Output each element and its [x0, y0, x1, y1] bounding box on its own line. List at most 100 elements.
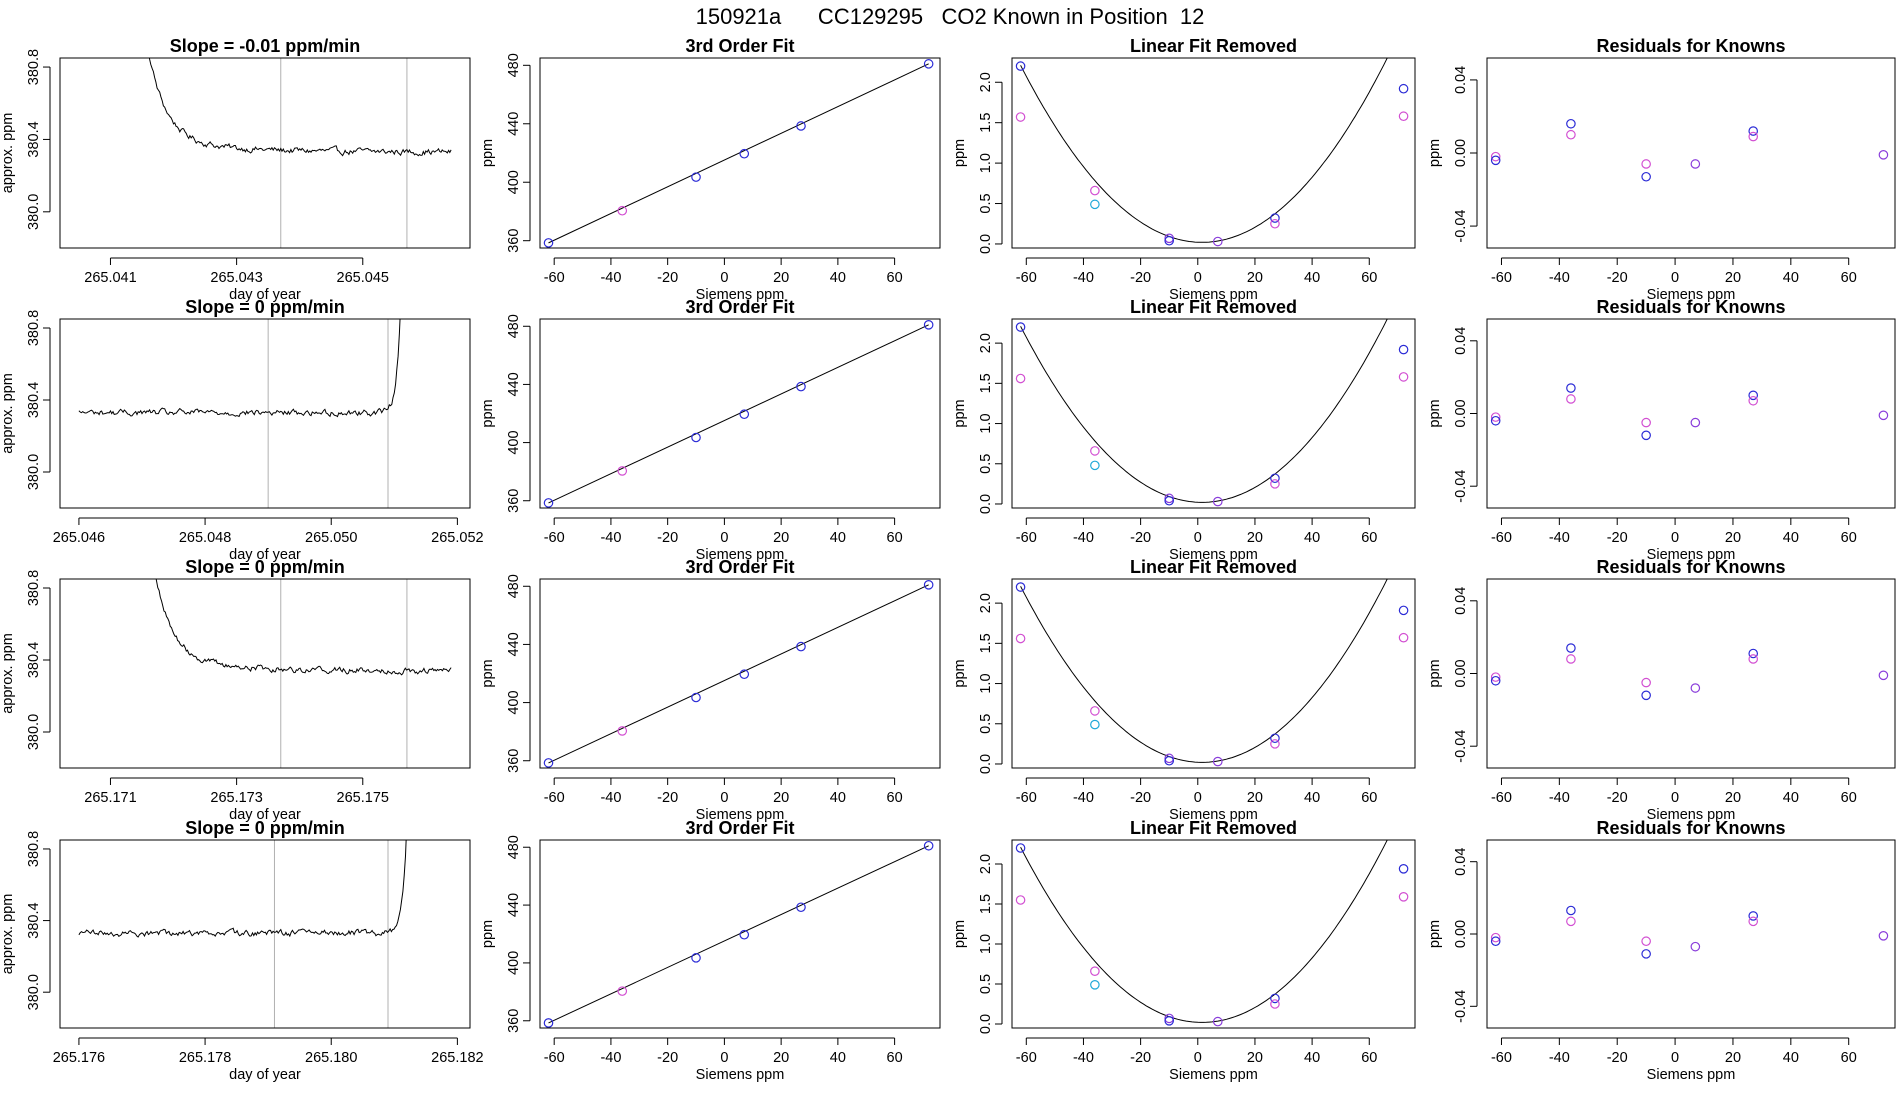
y-tick-label: 360 — [506, 1009, 522, 1033]
x-tick-label: 265.182 — [431, 1050, 483, 1066]
x-tick-label: 20 — [1247, 530, 1263, 546]
x-tick-label: 60 — [1361, 270, 1377, 286]
plot-frame — [1011, 839, 1416, 1029]
y-axis-label: ppm — [952, 920, 968, 948]
x-tick-label: 40 — [1304, 270, 1320, 286]
data-point — [1090, 460, 1100, 471]
data-point — [1566, 643, 1576, 653]
data-point — [1212, 756, 1223, 767]
x-tick-label: -60 — [1016, 270, 1037, 286]
x-axis-label: Siemens ppm — [696, 807, 785, 823]
x-tick-label: 60 — [1841, 530, 1857, 546]
y-axis-label: ppm — [952, 659, 968, 687]
x-axis-label: Siemens ppm — [1647, 547, 1736, 563]
data-point — [617, 726, 628, 736]
y-axis-label: ppm — [480, 659, 496, 687]
y-tick-label: 1.5 — [978, 113, 994, 133]
plot-frame — [539, 318, 941, 509]
plot-area — [1015, 58, 1409, 247]
data-point — [923, 580, 934, 590]
data-point — [1398, 605, 1409, 616]
panel-title: Residuals for Knowns — [1596, 297, 1785, 317]
data-point — [1490, 151, 1501, 162]
data-point — [1690, 417, 1701, 428]
plot-frame — [1486, 57, 1896, 249]
panel-14: 3rd Order Fit -60 -40 -20 0 20 40 60 Siemens ppm… — [480, 818, 941, 1083]
x-axis-label: day of year — [229, 287, 301, 303]
data-point — [1398, 344, 1409, 355]
x-tick-label: -20 — [1130, 530, 1151, 546]
data-point — [1270, 218, 1280, 229]
plot-area — [1490, 905, 1889, 959]
y-tick-label: 0.0 — [978, 754, 994, 774]
data-trace — [148, 58, 452, 157]
x-tick-label: 20 — [1247, 270, 1263, 286]
data-point — [691, 432, 701, 443]
data-point — [1641, 159, 1651, 169]
x-tick-label: 60 — [1361, 790, 1377, 806]
data-point — [1270, 999, 1280, 1009]
x-tick-label: 0 — [1671, 530, 1679, 546]
plot-frame — [539, 578, 941, 769]
x-tick-label: -40 — [1073, 790, 1094, 806]
data-point — [1015, 582, 1026, 592]
y-tick-label: 0.04 — [1453, 66, 1469, 94]
data-point — [923, 840, 934, 851]
y-tick-label: 2.0 — [978, 593, 994, 613]
y-tick-label: 380.4 — [26, 382, 42, 418]
x-tick-label: -20 — [1130, 790, 1151, 806]
x-tick-label: 20 — [1247, 1050, 1263, 1066]
data-point — [739, 409, 750, 420]
panel-title: Slope = 0 ppm/min — [185, 297, 345, 317]
data-point — [1015, 895, 1026, 905]
data-point — [691, 172, 701, 182]
plot-area — [78, 840, 407, 1028]
data-point — [1641, 690, 1651, 701]
y-tick-label: 480 — [506, 574, 522, 598]
x-tick-label: 40 — [1304, 790, 1320, 806]
plot-area — [1015, 579, 1409, 767]
data-point — [739, 929, 750, 940]
data-point — [1748, 131, 1759, 142]
x-tick-label: 0 — [1671, 1050, 1679, 1066]
x-tick-label: 20 — [773, 1050, 789, 1066]
x-tick-label: 40 — [1304, 1050, 1320, 1066]
x-tick-label: -20 — [1607, 270, 1628, 286]
x-axis-label: Siemens ppm — [1169, 807, 1258, 823]
data-point — [1748, 911, 1759, 921]
data-point — [1398, 863, 1409, 874]
page-title: 150921a CC129295 CO2 Known in Position 1… — [695, 4, 1205, 29]
x-tick-label: -40 — [1073, 530, 1094, 546]
data-point — [1015, 61, 1026, 71]
x-tick-label: -20 — [657, 790, 678, 806]
y-axis-label: approx. ppm — [0, 113, 16, 194]
plot-frame — [1486, 839, 1896, 1029]
plot-area — [148, 58, 452, 248]
data-point — [543, 758, 554, 768]
panel-16: Residuals for Knowns -60 -40 -20 0 20 40 60 Siem… — [1427, 818, 1896, 1083]
data-point — [1090, 979, 1100, 990]
x-tick-label: 20 — [1725, 530, 1741, 546]
panel-15: Linear Fit Removed -60 -40 -20 0 20 40 60 Siemen… — [952, 818, 1416, 1083]
x-tick-label: -20 — [1130, 270, 1151, 286]
y-axis-label: ppm — [952, 139, 968, 167]
panel-8: Residuals for Knowns -60 -40 -20 0 20 40 60 Siem… — [1427, 297, 1896, 563]
fit-line — [548, 584, 929, 764]
y-axis-label: ppm — [480, 139, 496, 167]
x-tick-label: -60 — [544, 270, 565, 286]
y-tick-label: 380.4 — [26, 121, 42, 157]
data-point — [1164, 235, 1174, 246]
panel-title: Residuals for Knowns — [1596, 818, 1785, 838]
x-axis-label: day of year — [229, 547, 301, 563]
data-trace — [78, 840, 407, 938]
x-tick-label: 0 — [1194, 530, 1202, 546]
panel-title: Slope = -0.01 ppm/min — [170, 36, 361, 56]
data-point — [1748, 654, 1759, 664]
data-point — [1398, 891, 1409, 902]
panel-title: 3rd Order Fit — [685, 297, 794, 317]
data-point — [796, 641, 806, 652]
x-tick-label: -20 — [657, 1050, 678, 1066]
plot-area — [1015, 840, 1409, 1027]
x-tick-label: 0 — [1194, 1050, 1202, 1066]
data-point — [543, 238, 554, 248]
